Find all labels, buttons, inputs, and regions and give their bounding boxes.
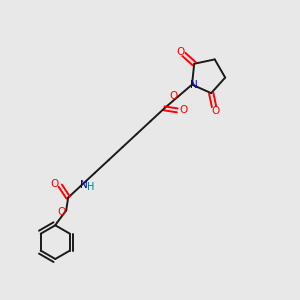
Text: O: O — [179, 105, 187, 116]
Text: H: H — [87, 182, 95, 192]
Text: O: O — [176, 47, 184, 57]
Text: N: N — [80, 180, 88, 190]
Text: O: O — [211, 106, 219, 116]
Text: O: O — [50, 179, 58, 189]
Text: N: N — [190, 80, 198, 90]
Text: O: O — [57, 207, 65, 218]
Text: O: O — [169, 91, 177, 100]
